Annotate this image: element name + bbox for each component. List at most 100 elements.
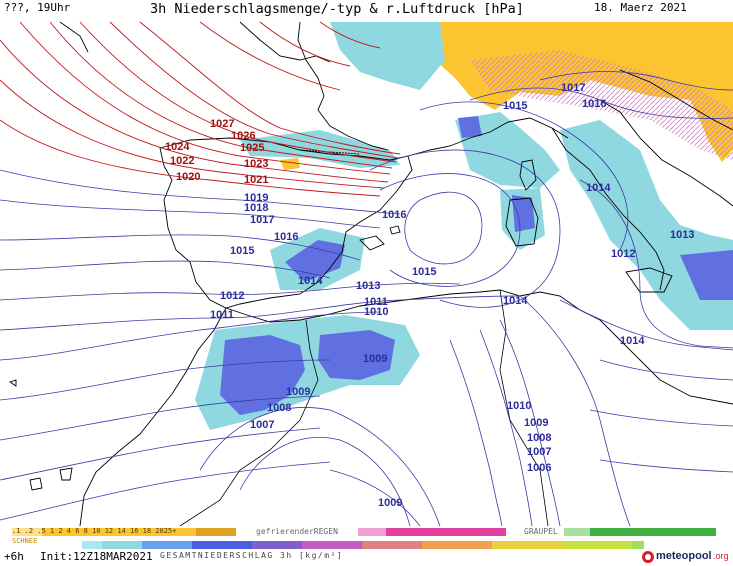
isobar-line <box>0 234 361 261</box>
isobar-label: 1006 <box>527 462 551 474</box>
isobar-line <box>599 459 733 473</box>
isobar-label: 1008 <box>267 402 291 414</box>
freezing-rain-scale <box>358 528 506 536</box>
isobar-line <box>0 169 401 215</box>
isobar-label: 1023 <box>244 158 268 170</box>
map-header: ???, 19Uhr 3h Niederschlagsmenge/-typ & … <box>0 0 733 20</box>
isobar-label: 1014 <box>620 335 645 347</box>
snow-scale <box>12 528 236 536</box>
hail-scale <box>564 528 716 536</box>
isobar-label: 1011 <box>210 309 234 321</box>
isobars-red <box>0 21 401 197</box>
isobar-line <box>559 299 733 351</box>
isobar-label: 1009 <box>378 497 402 509</box>
madeira <box>8 379 17 387</box>
isobar-line <box>469 87 733 119</box>
isobar-label: 1011 <box>364 296 388 308</box>
isobar-label: 1015 <box>503 100 527 112</box>
wet-snow-hatch <box>470 50 733 160</box>
isobar-line <box>479 329 533 526</box>
isobar-line <box>109 21 399 159</box>
rain-heavy-adriatic <box>680 250 733 300</box>
isobar-label: 1014 <box>503 295 528 307</box>
isobar-line <box>239 437 411 526</box>
isobar-label: 1021 <box>244 174 268 186</box>
isobar-label: 1017 <box>561 82 585 94</box>
isobar-label: 1018 <box>244 202 268 214</box>
isobar-label: 1015 <box>412 266 436 278</box>
isobar-label: 1024 <box>165 141 190 153</box>
init-time: Init:12Z18MAR2021 <box>40 550 153 563</box>
isobar-line <box>0 295 521 331</box>
isobar-line <box>19 21 391 175</box>
isobar-label: 1014 <box>586 182 611 194</box>
isobar-line <box>139 21 401 155</box>
isobar-line <box>199 21 341 91</box>
isobar-label: 1009 <box>286 386 310 398</box>
legend-graphics <box>12 528 716 563</box>
brand-name: meteopool <box>656 550 712 562</box>
isobar-line <box>79 21 397 163</box>
coast-corsica <box>519 159 537 191</box>
isobar-label: 1016 <box>582 98 606 110</box>
isobar-labels-blue: 1019 1018 1017 1017 1016 1016 1016 1015 … <box>210 82 694 509</box>
isobar-label: 1019 <box>244 192 268 204</box>
weather-map: 1027 1026 1025 1024 1023 1022 1021 1020 … <box>0 21 733 526</box>
isobar-label: 1026 <box>231 130 255 142</box>
coast-gulf-lion <box>407 117 569 157</box>
coast-balearics <box>359 225 401 251</box>
isobar-line <box>0 119 381 197</box>
isobar-line <box>319 21 381 49</box>
legend-snow-values: .1 .2 .5 1 2 4 6 8 10 12 14 16 18 2025+ <box>12 527 177 535</box>
isobar-line <box>0 395 321 441</box>
isobar-label: 1009 <box>363 353 387 365</box>
isobar-label: 1009 <box>524 417 548 429</box>
legend-bar: SCHNEE .1 .2 .5 1 2 4 6 8 10 12 14 16 18… <box>0 526 733 566</box>
rain-heavy-morocco <box>220 335 305 415</box>
isobar-line <box>0 79 385 189</box>
rain-heavy-provence <box>458 116 482 138</box>
isobar-label: 1025 <box>240 142 264 154</box>
snow-area-small <box>280 158 300 170</box>
map-title: 3h Niederschlagsmenge/-typ & r.Luftdruck… <box>150 1 524 17</box>
border-spain-france <box>299 149 361 155</box>
coast-france-west <box>297 21 389 151</box>
map-date: 18. Maerz 2021 <box>594 1 687 14</box>
isobar-label: 1013 <box>670 229 694 241</box>
isobar-line <box>199 407 441 526</box>
border-algeria-tunisia <box>499 289 549 526</box>
isobar-label: 1012 <box>220 290 244 302</box>
isobar-line <box>579 179 733 349</box>
isobar-line <box>379 173 521 287</box>
isobar-label: 1013 <box>356 280 380 292</box>
isobar-label: 1008 <box>527 432 551 444</box>
rain-area-brittany <box>330 22 445 90</box>
coast-ireland <box>59 21 89 53</box>
isobar-line <box>519 295 631 526</box>
coast-morocco-atlantic <box>79 307 227 526</box>
isobar-label: 1010 <box>507 400 531 412</box>
isobar-line <box>0 311 381 361</box>
coast-italy-west <box>551 127 665 291</box>
isobar-line <box>369 149 561 308</box>
legend-hail-label: GRAUPEL <box>524 527 558 536</box>
isobar-label: 1016 <box>274 231 298 243</box>
brand-tld: .org <box>713 551 729 561</box>
coast-sardinia <box>505 197 539 247</box>
isobar-labels-red: 1027 1026 1025 1024 1023 1022 1021 1020 <box>165 118 268 186</box>
isobar-line <box>0 39 389 183</box>
isobar-line <box>0 427 321 481</box>
isobar-line <box>449 339 503 526</box>
isobar-label: 1007 <box>250 419 274 431</box>
isobar-line <box>404 191 483 265</box>
isobar-line <box>0 282 461 301</box>
canary-island-1 <box>29 477 43 491</box>
precipitation-layer <box>195 22 733 430</box>
coast-italy-east <box>599 99 733 207</box>
isobar-label: 1015 <box>230 245 254 257</box>
isobar-line <box>0 260 331 279</box>
rain-heavy-algeria <box>318 330 395 380</box>
legend-freezing-rain-label: gefrierenderREGEN <box>256 527 338 536</box>
isobar-label: 1016 <box>382 209 406 221</box>
isobar-line <box>329 469 421 526</box>
